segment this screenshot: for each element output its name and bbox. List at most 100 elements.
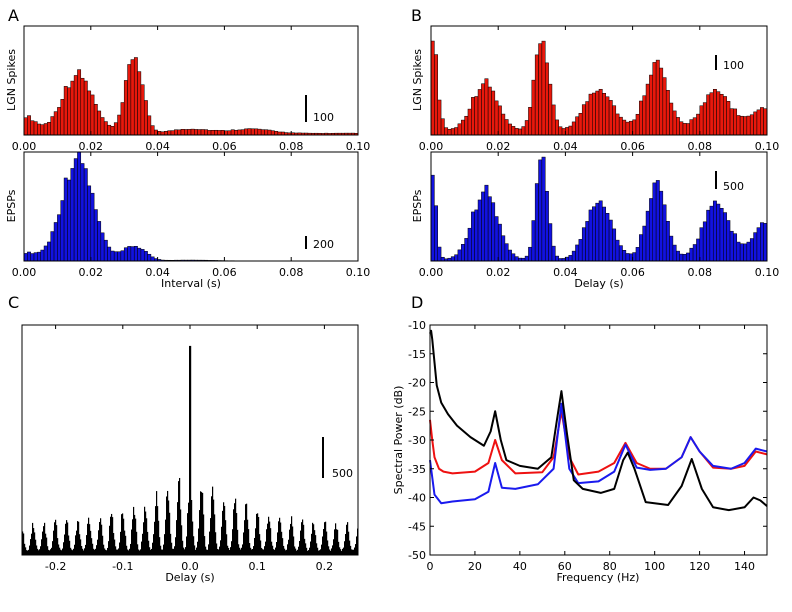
y-tick-label: -20 xyxy=(408,377,426,390)
bar xyxy=(528,246,533,262)
bar xyxy=(23,117,28,136)
bar xyxy=(209,531,211,555)
bar xyxy=(52,541,54,555)
bar xyxy=(267,129,272,136)
bar xyxy=(216,543,218,555)
bar xyxy=(237,529,239,555)
y-axis-label: LGN Spikes xyxy=(411,49,424,111)
bar xyxy=(176,520,178,555)
bar xyxy=(642,95,647,136)
bar xyxy=(120,102,125,136)
bar xyxy=(205,546,207,555)
bar xyxy=(75,535,77,555)
bar xyxy=(152,542,154,555)
bar xyxy=(313,524,315,555)
bar xyxy=(440,256,445,262)
bar xyxy=(702,102,707,136)
bar xyxy=(87,185,92,262)
bar xyxy=(53,222,58,262)
bar xyxy=(327,540,329,555)
bar xyxy=(723,96,727,136)
bar xyxy=(753,111,758,136)
y-axis-label: EPSPs xyxy=(411,189,424,222)
bar xyxy=(434,54,438,136)
bar xyxy=(130,59,135,136)
bar xyxy=(304,538,306,555)
x-axis-label: Frequency (Hz) xyxy=(557,571,640,584)
bar xyxy=(119,542,121,555)
bar xyxy=(144,506,146,555)
bar xyxy=(324,522,326,555)
bar xyxy=(190,345,192,555)
bar xyxy=(497,105,502,136)
bar xyxy=(618,245,623,262)
bar xyxy=(645,210,650,262)
bar xyxy=(242,544,244,555)
x-tick-label: 140 xyxy=(734,560,755,573)
bar xyxy=(310,541,312,555)
bar xyxy=(328,546,330,555)
bar xyxy=(749,114,754,136)
bar xyxy=(608,219,613,262)
plot-frame xyxy=(430,151,768,262)
bar xyxy=(494,100,499,136)
bar xyxy=(565,256,570,262)
bar xyxy=(719,93,724,136)
bar xyxy=(696,113,701,136)
bar xyxy=(760,107,764,136)
bar xyxy=(494,216,499,262)
bar xyxy=(131,529,133,555)
bar xyxy=(270,130,275,136)
panel-label-d: D xyxy=(411,293,423,312)
bar xyxy=(78,521,80,555)
bar xyxy=(345,534,347,555)
bar xyxy=(229,550,231,555)
bar xyxy=(228,547,230,555)
bar xyxy=(264,129,269,136)
panel-c-delay-histogram: -0.2 -0.1 0.0 0.1 0.2 500 Delay (s) xyxy=(21,324,359,584)
bar xyxy=(27,251,31,262)
bar xyxy=(184,129,188,136)
bar xyxy=(130,246,135,262)
x-tick-label: 0.02 xyxy=(79,140,104,153)
bar xyxy=(133,57,138,136)
bar xyxy=(230,129,235,136)
plot-frame xyxy=(430,25,768,136)
bar xyxy=(98,530,100,555)
bar xyxy=(153,534,155,555)
bar xyxy=(24,543,26,555)
bar xyxy=(474,209,479,262)
bar xyxy=(215,532,217,555)
bar xyxy=(125,535,127,555)
bar xyxy=(578,239,583,262)
series-line-black xyxy=(429,329,768,512)
bar xyxy=(487,196,492,262)
bar xyxy=(120,531,122,555)
bar xyxy=(568,125,573,136)
bar xyxy=(460,119,465,136)
y-tick-label: -40 xyxy=(408,492,426,505)
bar xyxy=(202,492,204,555)
bar xyxy=(632,252,637,262)
bar xyxy=(83,80,88,136)
bar xyxy=(37,251,41,262)
bar xyxy=(210,130,215,136)
bar xyxy=(227,545,229,555)
bar xyxy=(214,514,216,555)
bar xyxy=(281,531,283,555)
bar xyxy=(140,84,145,136)
bar xyxy=(115,546,117,555)
bar xyxy=(81,546,83,555)
bar xyxy=(321,544,323,555)
bar xyxy=(504,119,509,136)
bar xyxy=(756,109,761,136)
bar xyxy=(531,79,536,136)
bar xyxy=(477,199,482,262)
x-tick-label: 0.00 xyxy=(419,266,444,279)
bar xyxy=(156,491,158,555)
bar xyxy=(622,119,627,136)
bar xyxy=(197,541,199,555)
bar xyxy=(43,245,48,262)
bar xyxy=(622,250,627,262)
bar xyxy=(585,101,590,136)
